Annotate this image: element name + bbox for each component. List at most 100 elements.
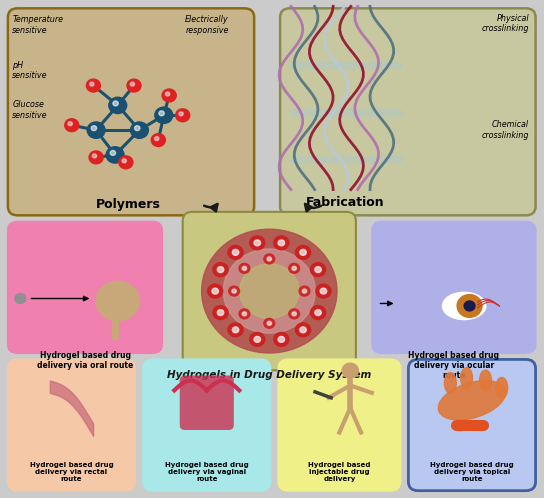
Circle shape	[131, 122, 149, 138]
Circle shape	[295, 323, 311, 337]
Circle shape	[250, 236, 265, 249]
Circle shape	[96, 281, 139, 321]
Circle shape	[232, 327, 239, 333]
FancyBboxPatch shape	[180, 375, 234, 430]
Circle shape	[223, 249, 316, 333]
Circle shape	[217, 310, 224, 316]
Circle shape	[106, 147, 124, 163]
Circle shape	[315, 310, 322, 316]
Text: Polymers: Polymers	[96, 198, 161, 211]
Circle shape	[208, 284, 222, 298]
Circle shape	[228, 323, 243, 337]
Circle shape	[127, 79, 141, 92]
Circle shape	[274, 236, 289, 249]
Circle shape	[292, 312, 296, 316]
Circle shape	[289, 263, 300, 273]
Circle shape	[457, 294, 482, 317]
Circle shape	[162, 89, 176, 102]
FancyBboxPatch shape	[8, 360, 135, 491]
Text: Physical
crosslinking: Physical crosslinking	[481, 14, 529, 33]
Text: Hydrogel based drug
delivery via rectal
route: Hydrogel based drug delivery via rectal …	[29, 462, 113, 482]
Circle shape	[464, 301, 475, 311]
Circle shape	[300, 327, 306, 333]
Circle shape	[278, 337, 285, 342]
Circle shape	[212, 288, 219, 294]
Circle shape	[65, 119, 79, 131]
Text: Electrically
responsive: Electrically responsive	[186, 15, 229, 35]
Ellipse shape	[496, 377, 508, 398]
Circle shape	[274, 333, 289, 346]
Circle shape	[254, 240, 261, 246]
Circle shape	[159, 111, 164, 116]
Circle shape	[179, 112, 183, 116]
Circle shape	[295, 246, 311, 259]
Circle shape	[176, 109, 190, 122]
Circle shape	[213, 306, 228, 320]
Circle shape	[165, 92, 170, 96]
Circle shape	[92, 154, 97, 158]
Circle shape	[315, 266, 322, 272]
Ellipse shape	[438, 380, 506, 420]
Text: Hydrogel based drug
delivery via vaginal
route: Hydrogel based drug delivery via vaginal…	[165, 462, 249, 482]
Circle shape	[15, 293, 26, 303]
Circle shape	[292, 266, 296, 270]
Circle shape	[154, 136, 159, 140]
FancyBboxPatch shape	[143, 360, 270, 491]
Circle shape	[213, 262, 228, 276]
FancyBboxPatch shape	[409, 360, 536, 491]
Text: Hydrogel based drug
delivery via ocular
route: Hydrogel based drug delivery via ocular …	[409, 351, 499, 380]
Text: Temperature
sensitive: Temperature sensitive	[12, 15, 63, 35]
Circle shape	[228, 246, 243, 259]
Circle shape	[91, 125, 97, 130]
Circle shape	[68, 122, 72, 125]
Text: Fabrication: Fabrication	[306, 196, 385, 209]
Text: Glucose
sensitive: Glucose sensitive	[12, 101, 48, 120]
Circle shape	[86, 79, 101, 92]
Circle shape	[130, 82, 134, 86]
Text: Hydrogel based drug
delivery via topical
route: Hydrogel based drug delivery via topical…	[430, 462, 514, 482]
Circle shape	[242, 266, 246, 270]
Ellipse shape	[444, 373, 456, 393]
Circle shape	[250, 333, 265, 346]
Circle shape	[228, 286, 239, 296]
Circle shape	[109, 97, 127, 114]
Circle shape	[264, 254, 275, 264]
Circle shape	[311, 262, 326, 276]
FancyBboxPatch shape	[372, 222, 536, 353]
Circle shape	[311, 306, 326, 320]
Circle shape	[320, 288, 326, 294]
Text: Hydrogel based
injectable drug
delivery: Hydrogel based injectable drug delivery	[308, 462, 370, 482]
Text: pH
sensitive: pH sensitive	[12, 61, 48, 80]
Circle shape	[299, 286, 310, 296]
Circle shape	[239, 264, 299, 318]
Circle shape	[242, 312, 246, 316]
Ellipse shape	[480, 370, 491, 391]
Circle shape	[316, 284, 331, 298]
Circle shape	[217, 266, 224, 272]
Circle shape	[342, 363, 358, 378]
Text: Hydrogels in Drug Delivery System: Hydrogels in Drug Delivery System	[167, 370, 372, 380]
Ellipse shape	[461, 368, 473, 388]
Circle shape	[202, 229, 337, 353]
Circle shape	[122, 159, 126, 163]
Circle shape	[278, 240, 285, 246]
Circle shape	[134, 125, 140, 130]
Circle shape	[239, 263, 250, 273]
Circle shape	[151, 133, 165, 146]
FancyBboxPatch shape	[279, 360, 400, 491]
Circle shape	[90, 82, 94, 86]
Circle shape	[289, 309, 300, 319]
Circle shape	[267, 321, 271, 325]
Circle shape	[110, 150, 115, 155]
Circle shape	[300, 249, 306, 255]
Circle shape	[254, 337, 261, 342]
Circle shape	[87, 122, 105, 138]
FancyBboxPatch shape	[183, 212, 356, 371]
FancyBboxPatch shape	[8, 222, 162, 353]
FancyBboxPatch shape	[8, 8, 254, 215]
Circle shape	[155, 107, 172, 124]
Circle shape	[119, 156, 133, 169]
Circle shape	[302, 289, 307, 293]
Circle shape	[232, 289, 236, 293]
Circle shape	[239, 309, 250, 319]
